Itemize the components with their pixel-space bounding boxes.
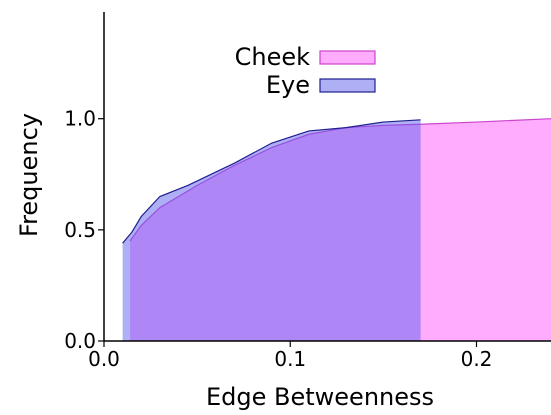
x-tick-label: 0.1 bbox=[274, 347, 306, 371]
line-eye bbox=[122, 119, 421, 244]
area-eye bbox=[122, 119, 421, 342]
series-areas bbox=[122, 118, 551, 342]
legend-swatch-cheek bbox=[319, 50, 376, 65]
ticks: 0.0 0.1 0.2 0.0 0.5 1.0 bbox=[64, 107, 492, 371]
x-tick-label: 0.0 bbox=[88, 347, 120, 371]
x-axis-title: Edge Betweenness bbox=[206, 383, 434, 411]
legend-label-cheek: Cheek bbox=[235, 43, 311, 71]
legend-label-eye: Eye bbox=[266, 71, 310, 99]
y-tick-label: 0.5 bbox=[64, 218, 96, 242]
x-tick-label: 0.2 bbox=[461, 347, 493, 371]
legend-swatch-eye bbox=[319, 78, 376, 93]
y-axis-title: Frequency bbox=[15, 113, 43, 237]
y-tick-label: 0.0 bbox=[64, 329, 96, 353]
y-tick-label: 1.0 bbox=[64, 107, 96, 131]
